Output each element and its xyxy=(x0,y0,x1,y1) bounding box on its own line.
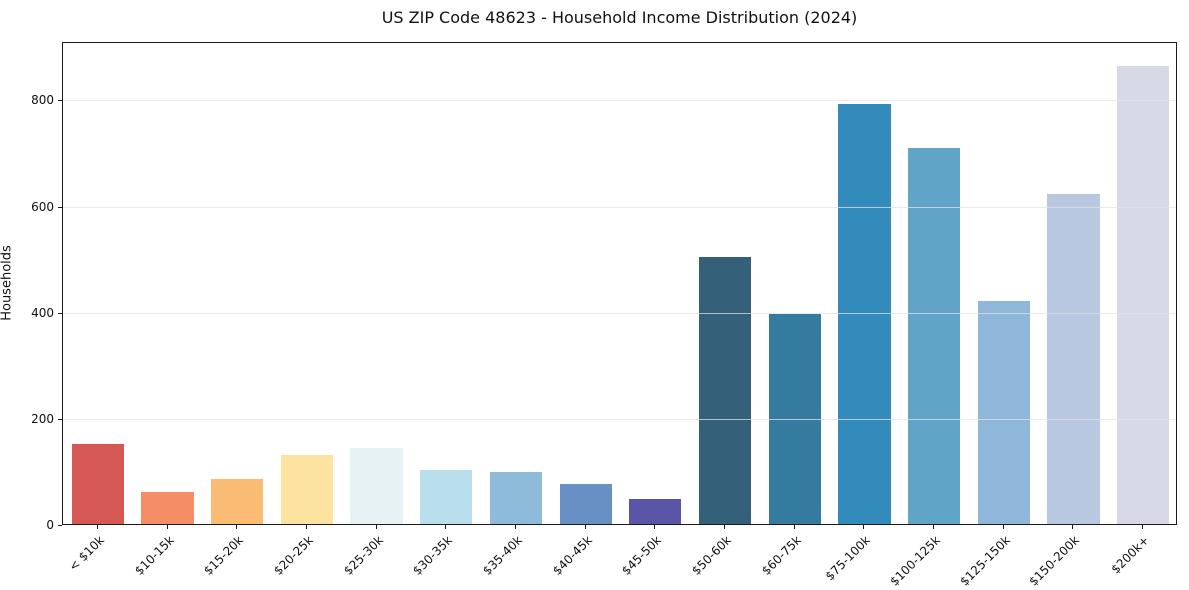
y-tick-mark xyxy=(58,525,62,526)
gridline-y-200 xyxy=(63,418,1176,420)
x-tick-mark xyxy=(1072,525,1074,529)
y-tick-label: 600 xyxy=(31,199,54,214)
bar-$25-30k xyxy=(350,448,403,524)
x-tick-mark xyxy=(724,525,726,529)
x-tick-mark xyxy=(863,525,865,529)
x-tick-mark xyxy=(514,525,516,529)
x-tick-mark xyxy=(584,525,586,529)
gridline-y-600 xyxy=(63,206,1176,208)
y-tick-mark xyxy=(58,206,62,208)
x-tick-mark xyxy=(305,525,307,529)
y-tick-label: 800 xyxy=(31,93,54,108)
bar-$40-45k xyxy=(559,483,612,524)
bar-$75-100k xyxy=(838,104,891,524)
bar-$35-40k xyxy=(489,472,543,524)
gridline-y-400 xyxy=(63,312,1176,314)
bar-$125-150k xyxy=(977,300,1030,524)
plot-area xyxy=(62,42,1177,525)
x-tick-mark xyxy=(445,525,447,529)
bar-$100-125k xyxy=(907,148,961,524)
x-tick-mark xyxy=(236,525,238,529)
y-tick-label: 200 xyxy=(31,411,54,426)
x-tick-mark xyxy=(1002,525,1004,529)
bar-$15-20k xyxy=(211,478,264,524)
x-tick-mark xyxy=(933,525,935,529)
x-tick-mark xyxy=(96,525,98,529)
bar-$10-15k xyxy=(141,491,194,524)
x-tick-mark xyxy=(375,525,377,529)
y-tick-mark xyxy=(58,100,62,102)
y-tick-label: 0 xyxy=(46,518,54,532)
bar-$20-25k xyxy=(280,455,334,524)
y-tick-mark xyxy=(58,312,62,314)
y-tick-mark xyxy=(58,418,62,420)
y-tick-label: 400 xyxy=(31,305,54,320)
x-tick-label: < $10k xyxy=(65,533,107,574)
y-axis-label: Households xyxy=(0,245,15,321)
chart-title: US ZIP Code 48623 - Household Income Dis… xyxy=(381,8,858,27)
bar-$50-60k xyxy=(698,257,752,524)
bar-$30-35k xyxy=(420,469,473,524)
x-tick-mark xyxy=(166,525,168,529)
bar-$150-200k xyxy=(1047,194,1100,524)
x-tick-mark xyxy=(1142,525,1144,529)
x-tick-mark xyxy=(654,525,656,529)
gridline-y-800 xyxy=(63,100,1176,102)
bar-< $10k xyxy=(71,444,124,524)
x-tick-mark xyxy=(793,525,795,529)
bar-$200k+ xyxy=(1117,65,1170,524)
bar-$45-50k xyxy=(629,499,682,524)
